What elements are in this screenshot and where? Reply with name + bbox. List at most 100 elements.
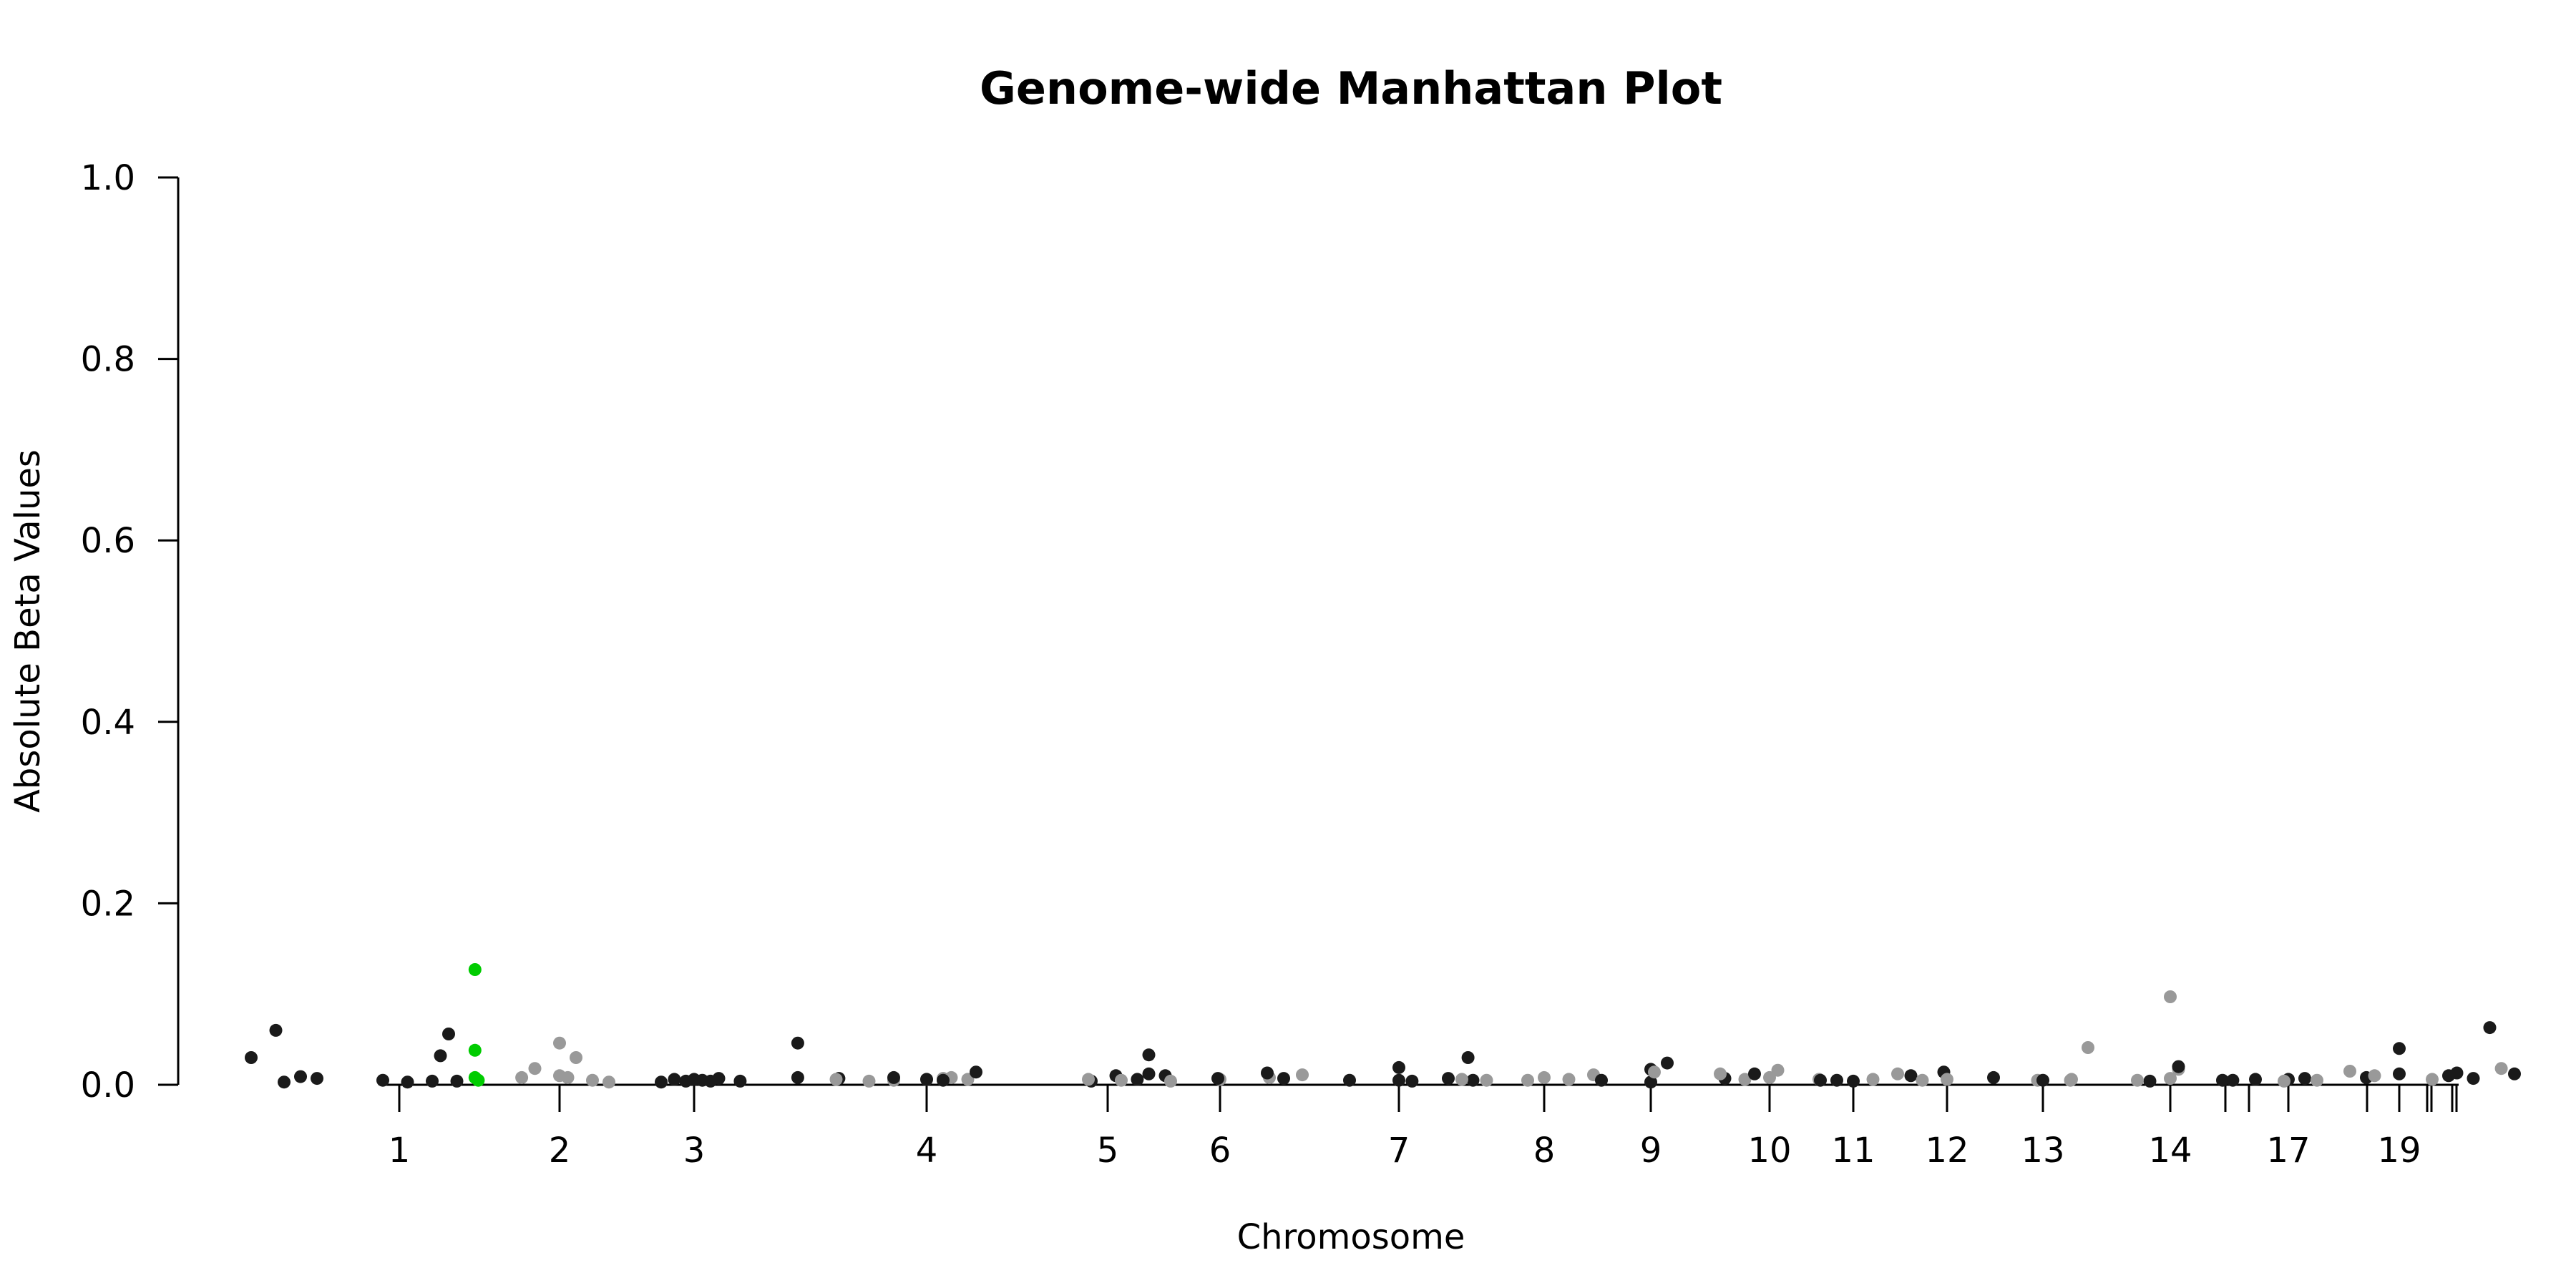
data-point bbox=[937, 1073, 950, 1087]
data-point bbox=[668, 1073, 681, 1086]
y-tick-label: 0.8 bbox=[81, 340, 135, 380]
data-point bbox=[2467, 1072, 2480, 1085]
data-point bbox=[2065, 1073, 2078, 1086]
data-point bbox=[733, 1074, 747, 1088]
data-point bbox=[2131, 1073, 2144, 1087]
data-point bbox=[1142, 1067, 1156, 1080]
y-tick-label: 1.0 bbox=[81, 158, 135, 198]
data-point bbox=[2278, 1074, 2290, 1088]
x-tick-label: 14 bbox=[2148, 1131, 2192, 1171]
data-point bbox=[472, 1073, 485, 1087]
data-point bbox=[2143, 1074, 2157, 1088]
data-point bbox=[1392, 1060, 1405, 1074]
data-point bbox=[528, 1062, 542, 1075]
data-point bbox=[570, 1051, 582, 1064]
y-axis: 0.0 0.2 0.4 0.6 0.8 1.0 bbox=[81, 158, 180, 1106]
data-point bbox=[1763, 1070, 1776, 1084]
data-point bbox=[920, 1073, 933, 1086]
data-point bbox=[468, 1043, 482, 1057]
data-point bbox=[1405, 1074, 1419, 1088]
data-point bbox=[1392, 1073, 1405, 1087]
chart-title: Genome-wide Manhattan Plot bbox=[980, 62, 1722, 114]
x-tick-label: 5 bbox=[1097, 1131, 1119, 1171]
data-point bbox=[468, 963, 482, 976]
data-point bbox=[2426, 1073, 2439, 1086]
data-point bbox=[376, 1073, 389, 1087]
data-point bbox=[2036, 1073, 2049, 1087]
data-point bbox=[1461, 1051, 1475, 1064]
data-point bbox=[2494, 1062, 2508, 1075]
data-point bbox=[2393, 1042, 2406, 1055]
data-point bbox=[1714, 1067, 1727, 1080]
x-tick-label: 9 bbox=[1640, 1131, 1662, 1171]
data-point bbox=[1866, 1073, 1880, 1086]
y-tick-label: 0.0 bbox=[81, 1065, 135, 1106]
data-point bbox=[602, 1075, 615, 1089]
data-point bbox=[1343, 1073, 1356, 1087]
data-point bbox=[1082, 1073, 1095, 1086]
data-point bbox=[278, 1075, 291, 1089]
data-point bbox=[1748, 1067, 1761, 1080]
x-tick-label: 1 bbox=[389, 1131, 411, 1171]
x-tick-label: 6 bbox=[1209, 1131, 1231, 1171]
data-point bbox=[2508, 1067, 2521, 1080]
data-point bbox=[1261, 1066, 1274, 1080]
data-point bbox=[970, 1065, 982, 1079]
x-tick-label: 17 bbox=[2266, 1131, 2310, 1171]
y-axis-label: Absolute Beta Values bbox=[8, 449, 48, 813]
data-point bbox=[791, 1036, 804, 1050]
data-point bbox=[269, 1023, 283, 1037]
data-point bbox=[442, 1028, 455, 1040]
data-point bbox=[1164, 1074, 1177, 1088]
data-point bbox=[2298, 1072, 2311, 1085]
data-point bbox=[2249, 1073, 2262, 1086]
data-point bbox=[450, 1074, 464, 1088]
data-point bbox=[2164, 990, 2177, 1003]
data-point bbox=[586, 1073, 599, 1087]
data-point bbox=[2311, 1073, 2323, 1087]
x-tick-label: 11 bbox=[1831, 1131, 1875, 1171]
data-point bbox=[1814, 1073, 1827, 1087]
data-point bbox=[1891, 1067, 1904, 1080]
data-point bbox=[1904, 1069, 1918, 1083]
data-point bbox=[553, 1036, 566, 1050]
data-point bbox=[1538, 1070, 1551, 1084]
x-axis: 1 2 3 4 5 6 7 8 9 10 11 12 13 14 17 19 bbox=[386, 1083, 2459, 1171]
x-tick-label: 13 bbox=[2021, 1131, 2064, 1171]
data-point bbox=[1661, 1056, 1674, 1070]
data-point bbox=[1442, 1072, 1455, 1085]
data-point bbox=[655, 1075, 668, 1089]
data-point bbox=[515, 1070, 529, 1084]
data-point bbox=[1480, 1073, 1493, 1087]
data-point bbox=[1941, 1073, 1953, 1086]
x-tick-label: 7 bbox=[1388, 1131, 1410, 1171]
data-point bbox=[1648, 1065, 1661, 1079]
data-point bbox=[1131, 1073, 1144, 1086]
data-point bbox=[2450, 1066, 2464, 1080]
y-tick-label: 0.4 bbox=[81, 703, 135, 743]
data-point bbox=[1466, 1073, 1480, 1087]
data-point bbox=[2343, 1065, 2356, 1078]
data-point bbox=[1771, 1063, 1785, 1077]
data-point bbox=[1562, 1073, 1576, 1086]
data-point bbox=[561, 1070, 575, 1084]
data-point bbox=[434, 1049, 447, 1063]
x-tick-label: 19 bbox=[2377, 1131, 2421, 1171]
data-point bbox=[2216, 1073, 2229, 1087]
data-point bbox=[1987, 1070, 2000, 1084]
data-point bbox=[1277, 1072, 1290, 1085]
data-point bbox=[1644, 1075, 1657, 1089]
x-tick-label: 10 bbox=[1747, 1131, 1791, 1171]
data-point bbox=[2368, 1069, 2381, 1083]
data-point bbox=[1830, 1073, 1843, 1087]
data-point bbox=[1211, 1072, 1224, 1085]
data-point bbox=[2082, 1041, 2094, 1054]
data-point bbox=[791, 1070, 804, 1084]
data-point bbox=[1142, 1048, 1156, 1062]
data-point bbox=[2172, 1060, 2185, 1073]
data-point bbox=[311, 1072, 323, 1085]
data-point bbox=[712, 1072, 726, 1085]
y-tick-label: 0.6 bbox=[81, 521, 135, 561]
x-tick-label: 2 bbox=[549, 1131, 571, 1171]
